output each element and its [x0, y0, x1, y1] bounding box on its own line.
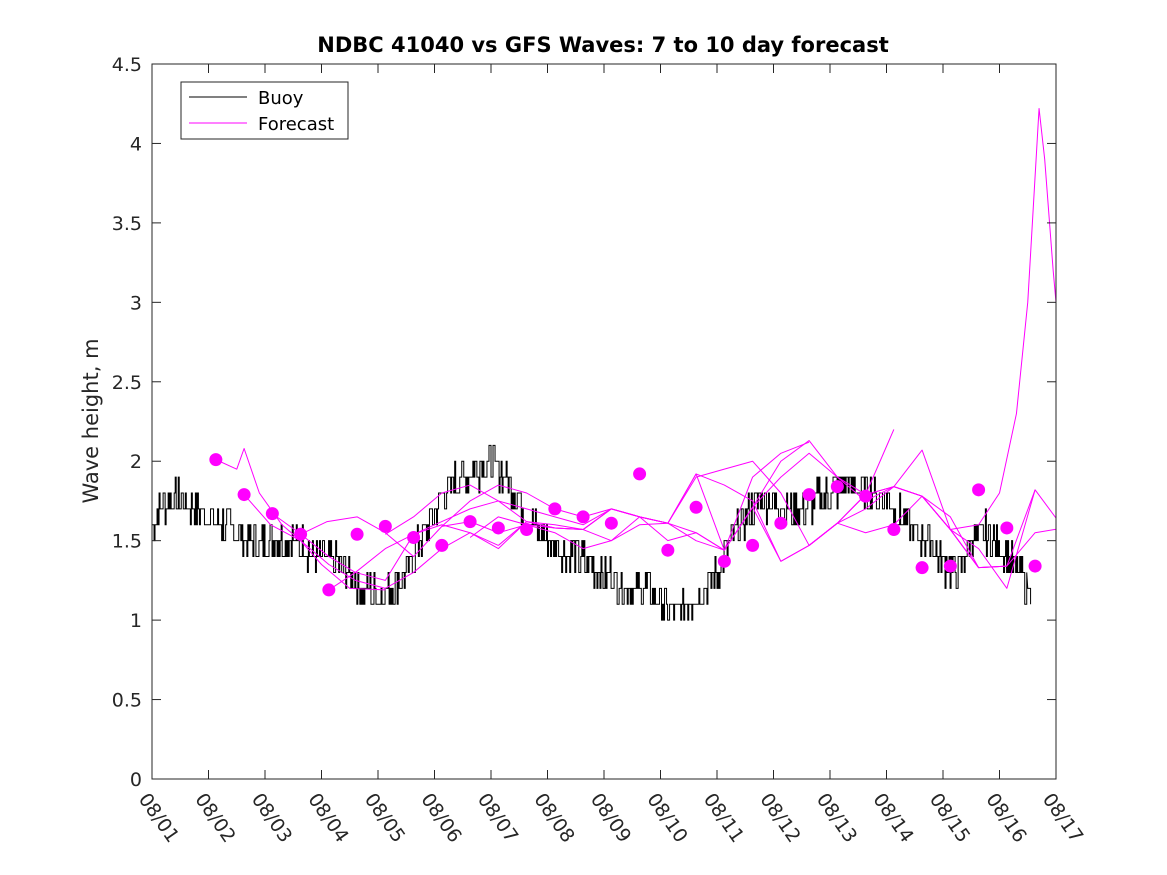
forecast-point-marker: [915, 561, 929, 575]
forecast-point-marker: [633, 467, 647, 481]
chart-title: NDBC 41040 vs GFS Waves: 7 to 10 day for…: [317, 33, 888, 57]
legend-forecast-label: Forecast: [258, 114, 334, 135]
forecast-point-marker: [830, 480, 844, 494]
y-tick-label: 1: [130, 610, 142, 632]
forecast-point-marker: [859, 489, 873, 503]
forecast-series-line: [469, 473, 697, 550]
y-tick-label: 3: [130, 292, 142, 314]
forecast-series-line: [723, 452, 923, 551]
forecast-point-marker: [520, 523, 534, 537]
y-tick-label: 0.5: [112, 690, 142, 712]
forecast-point-marker: [661, 543, 675, 557]
forecast-point-marker: [209, 453, 223, 467]
forecast-point-marker: [887, 523, 901, 537]
forecast-point-marker: [1000, 521, 1014, 535]
forecast-series-line: [385, 484, 612, 535]
y-tick-label: 2.5: [112, 372, 142, 394]
forecast-point-marker: [746, 538, 760, 552]
forecast-series-line: [949, 528, 1056, 569]
y-axis-label: Wave height, m: [79, 338, 103, 503]
forecast-point-marker: [463, 515, 477, 529]
forecast-point-marker: [802, 488, 816, 502]
forecast-point-marker: [237, 488, 251, 502]
y-tick-label: 2: [130, 451, 142, 473]
forecast-point-marker: [576, 510, 590, 524]
forecast-point-marker: [294, 527, 308, 541]
forecast-point-marker: [491, 521, 505, 535]
plot-area: [152, 64, 1056, 779]
forecast-point-marker: [972, 483, 986, 497]
legend-box: [180, 81, 349, 140]
forecast-point-marker: [407, 530, 421, 544]
forecast-series-line: [272, 513, 527, 581]
legend-buoy-label: Buoy: [258, 88, 304, 109]
forecast-point-marker: [604, 516, 618, 530]
y-tick-label: 0: [130, 769, 142, 791]
forecast-series-line: [328, 500, 584, 591]
y-tick-label: 4: [130, 133, 142, 155]
legend: Buoy Forecast: [180, 81, 349, 140]
forecast-point-marker: [322, 583, 336, 597]
forecast-series-line: [243, 494, 499, 589]
y-tick-label: 3.5: [112, 213, 142, 235]
forecast-point-marker: [1028, 559, 1042, 573]
forecast-point-marker: [378, 519, 392, 533]
forecast-point-marker: [774, 516, 788, 530]
forecast-point-marker: [350, 527, 364, 541]
forecast-series-line: [300, 516, 555, 558]
forecast-point-marker: [943, 559, 957, 573]
buoy-series-line: [152, 444, 1032, 621]
forecast-point-marker: [689, 500, 703, 514]
forecast-point-marker: [435, 538, 449, 552]
forecast-point-marker: [717, 554, 731, 568]
forecast-point-marker: [265, 507, 279, 521]
forecast-point-marker: [548, 502, 562, 516]
y-tick-label: 1.5: [112, 531, 142, 553]
y-tick-label: 4.5: [112, 54, 142, 76]
forecast-series-line: [215, 448, 386, 591]
forecast-series-line: [582, 441, 810, 551]
plot-border: [151, 63, 1057, 780]
